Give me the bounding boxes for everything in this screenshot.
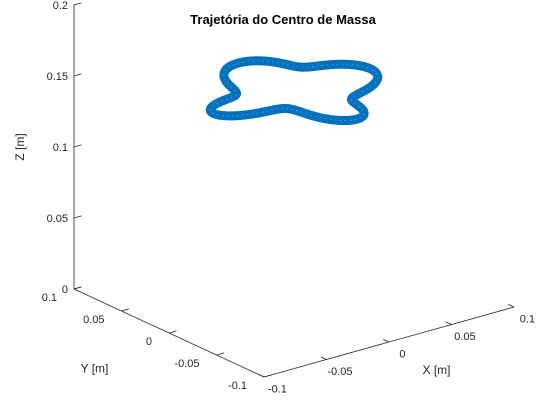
x-tick-label: 0.05 [454,331,475,343]
z-axis-label: Z [m] [13,133,27,160]
z-tick-label: 0.15 [47,71,68,83]
y-axis-label: Y [m] [81,362,109,376]
x-tick [320,356,327,360]
z-tick-label: 0 [62,284,68,296]
z-tick-label: 0.05 [47,213,68,225]
z-tick-label: 0.2 [53,0,68,12]
z-tick [73,2,82,6]
trajectory-series [205,56,383,126]
x-tick [445,321,452,325]
y-tick [216,352,225,356]
y-tick [121,308,130,312]
y-tick [263,374,272,378]
z-tick-label: 0.1 [53,142,68,154]
x-axis-label: X [m] [422,363,450,377]
x-tick-label: 0 [399,348,405,360]
x-tick [383,338,390,343]
y-tick-label: 0.1 [42,292,57,304]
z-tick [73,144,82,148]
x-tick-label: -0.1 [268,383,287,395]
ticks: -0.1 -0.05 0 0.05 0.1 -0.1 -0.05 0 0.05 0.1 0 0.05 0… [42,0,535,395]
y-tick [168,330,177,334]
x-tick-label: 0.1 [520,313,535,325]
y-tick-label: -0.1 [228,380,247,392]
x-tick-label: -0.05 [327,366,352,378]
trajectory-line [205,56,383,126]
axis-labels: X [m] Y [m] Z [m] [13,133,451,377]
y-tick-label: 0.05 [83,314,104,326]
y-tick-label: -0.05 [174,358,199,370]
z-tick [73,73,82,77]
y-tick-label: 0 [146,336,152,348]
x-tick [508,303,515,308]
x-tick [258,373,265,378]
z-tick [73,215,82,219]
z-tick [73,286,82,290]
chart-title: Trajetória do Centro de Massa [190,12,376,27]
